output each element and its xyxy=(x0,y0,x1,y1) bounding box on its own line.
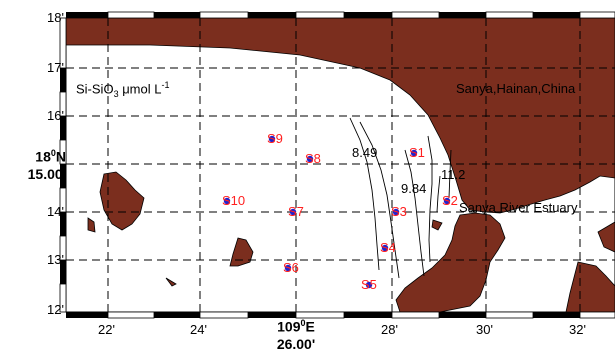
station-label-s5: S5 xyxy=(361,277,377,292)
contour-label-9-84: 9.84 xyxy=(401,181,426,196)
station-label-s9: S9 xyxy=(267,131,283,146)
lat-tick-18: 18' xyxy=(0,10,66,26)
lat-center-sub: 15.00' xyxy=(4,166,66,182)
lat-tick-14: 14' xyxy=(0,204,66,220)
lat-tick-13: 13' xyxy=(0,252,66,268)
station-label-s8: S8 xyxy=(305,151,321,166)
lon-tick-30: 30' xyxy=(476,322,493,337)
parameter-label: Si-SiO3 μmol L-1 xyxy=(76,80,170,99)
station-label-s1: S1 xyxy=(409,145,425,160)
border-ticks-top xyxy=(66,12,615,18)
lon-tick-24: 24' xyxy=(190,322,207,337)
lon-tick-28: 28' xyxy=(381,322,398,337)
station-label-s4: S4 xyxy=(380,240,396,255)
lat-tick-16: 16' xyxy=(0,108,66,124)
station-label-s7: S7 xyxy=(288,204,304,219)
contour-label-11-2: 11.2 xyxy=(441,167,465,182)
lon-tick-22: 22' xyxy=(98,322,115,337)
estuary-label: Sanya River Estuary xyxy=(459,200,578,215)
lat-tick-12: 12' xyxy=(0,302,66,318)
contour-label-8-49: 8.49 xyxy=(352,145,377,160)
lat-tick-17: 17' xyxy=(0,60,66,76)
lat-center-label: 180N xyxy=(12,148,66,165)
station-label-s6: S6 xyxy=(283,260,299,275)
lon-tick-32: 32' xyxy=(569,322,586,337)
station-label-s2: S2 xyxy=(442,193,458,208)
lon-center-label: 1090E xyxy=(246,318,346,335)
lon-center-sub: 26.00' xyxy=(246,336,346,352)
station-label-s10: S10 xyxy=(222,193,245,208)
station-label-s3: S3 xyxy=(391,204,407,219)
region-label: Sanya,Hainan,China xyxy=(456,81,575,96)
